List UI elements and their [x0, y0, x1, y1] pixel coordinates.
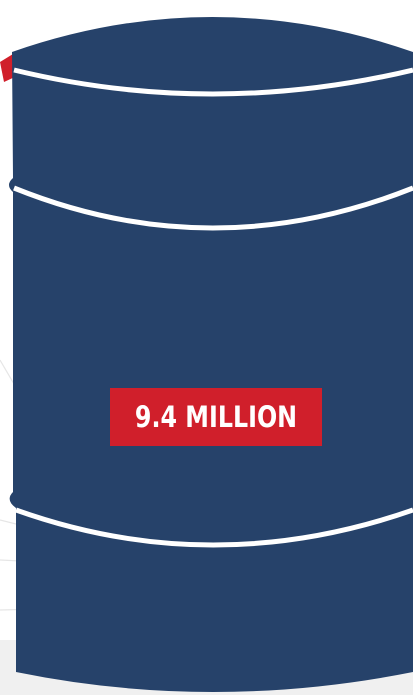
barrel-value-label: 9.4 MILLION: [129, 388, 303, 446]
barrel-body: [9, 17, 413, 692]
